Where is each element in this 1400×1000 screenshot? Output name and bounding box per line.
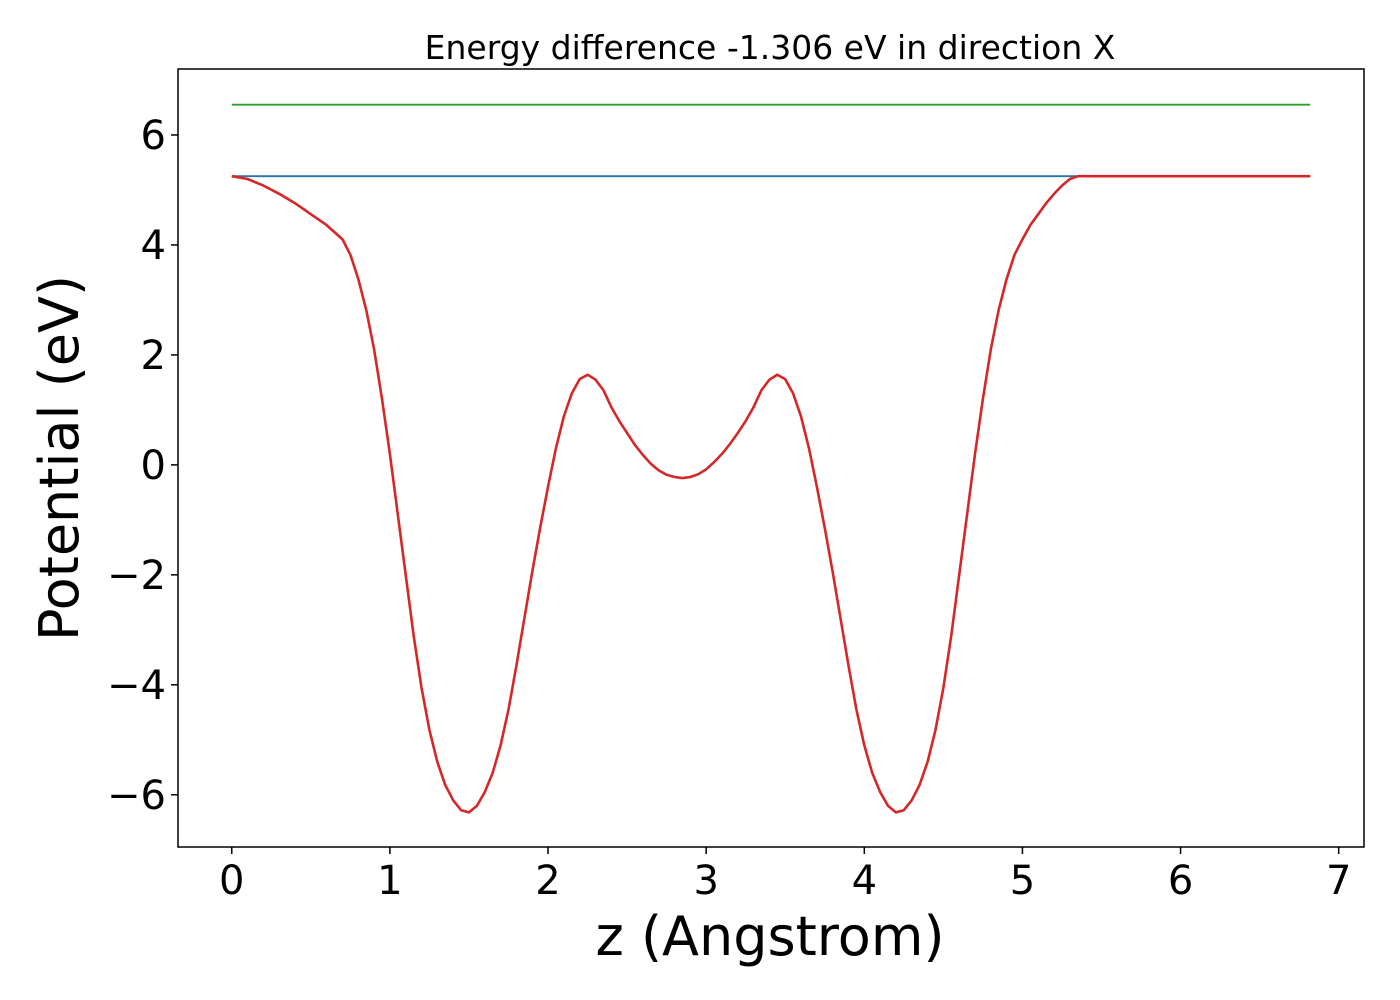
y-axis: 6 4 2 0 −2 −4 −6 xyxy=(107,113,178,819)
x-axis: 0 1 2 3 4 5 6 7 xyxy=(219,847,1351,904)
x-tick-label: 6 xyxy=(1168,858,1193,904)
y-tick-label: −6 xyxy=(107,773,166,819)
x-tick-label: 2 xyxy=(535,858,560,904)
plot-frame xyxy=(177,68,1365,848)
x-tick-label: 3 xyxy=(693,858,718,904)
plot-lines xyxy=(231,103,1311,814)
y-axis-title: Potential (eV) xyxy=(28,275,91,641)
y-tick-label: 4 xyxy=(141,223,166,269)
x-tick-label: 0 xyxy=(219,858,244,904)
y-tick-label: −4 xyxy=(107,663,166,709)
x-tick-label: 7 xyxy=(1326,858,1351,904)
y-tick-label: 0 xyxy=(141,443,166,489)
y-tick-label: 6 xyxy=(141,113,166,159)
x-axis-title: z (Angstrom) xyxy=(595,905,944,968)
chart-title: Energy difference -1.306 eV in direction… xyxy=(425,28,1116,67)
x-tick-label: 4 xyxy=(852,858,877,904)
x-tick-label: 5 xyxy=(1010,858,1035,904)
series-line-2 xyxy=(231,174,1311,814)
y-tick-label: 2 xyxy=(141,333,166,379)
y-tick-label: −2 xyxy=(107,553,166,599)
x-tick-label: 1 xyxy=(377,858,402,904)
